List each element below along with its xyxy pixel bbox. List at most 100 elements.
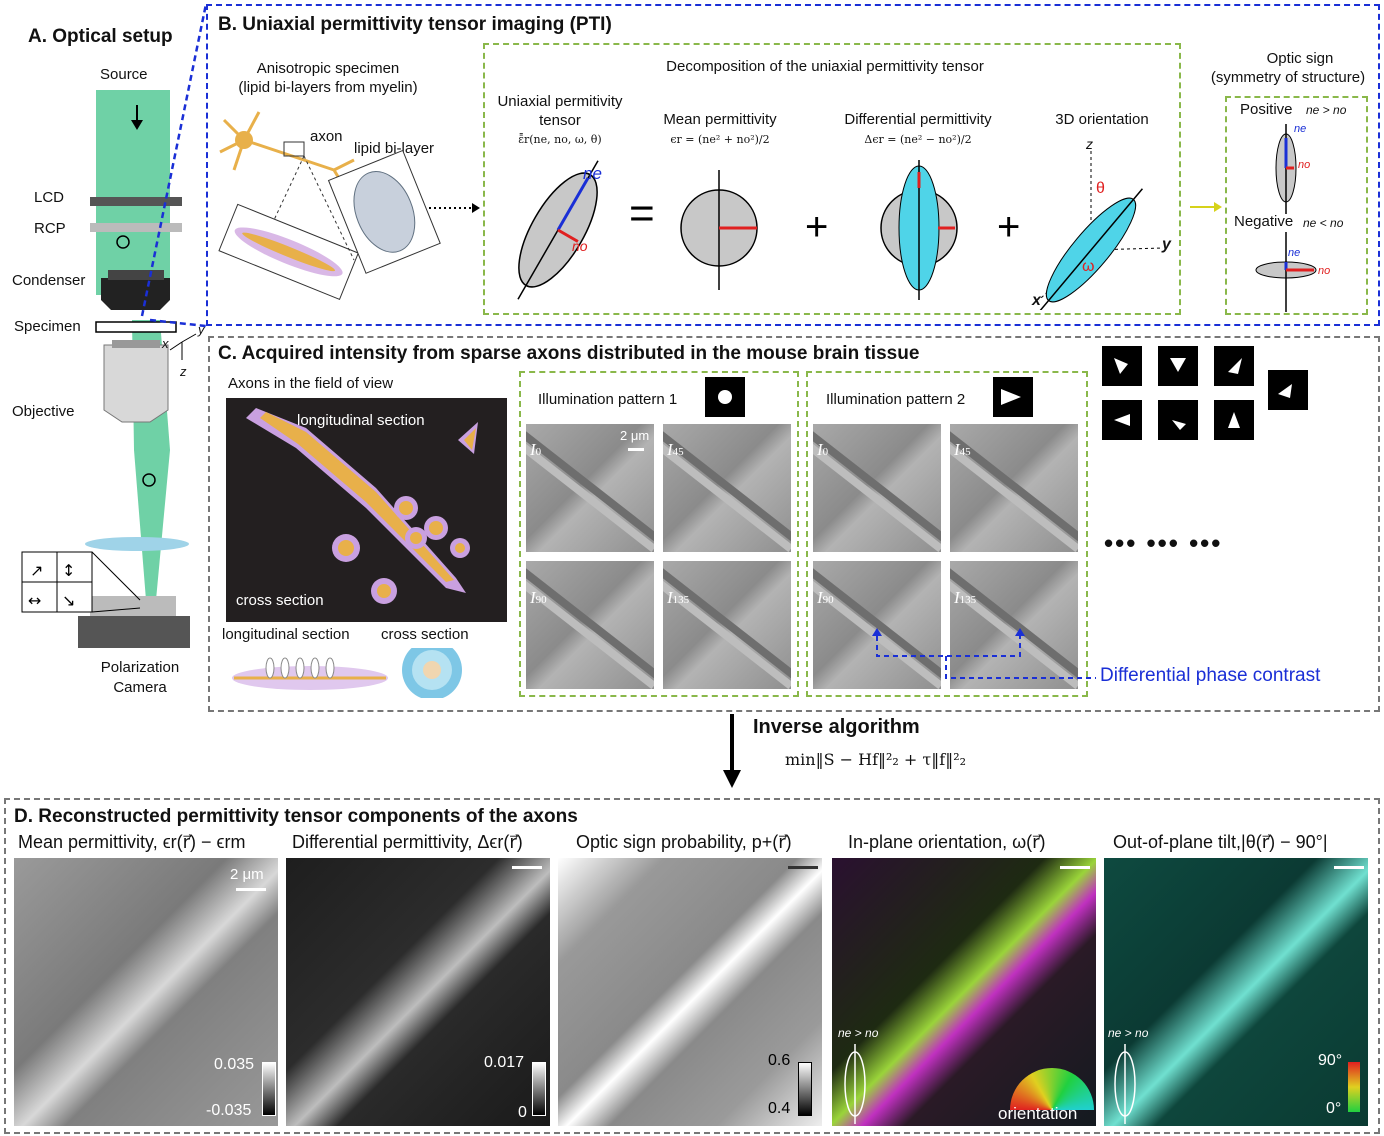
omega-label: ω: [1082, 258, 1095, 275]
specimen-label: Specimen: [14, 318, 81, 335]
panel-d-frame: [4, 798, 1380, 1134]
orient-x: x: [1032, 292, 1041, 309]
inverse-formula: min‖S − Hf‖²₂ + τ‖f‖²₂: [785, 750, 967, 769]
tilt-image: [1104, 858, 1368, 1126]
panel-b-frame: [206, 4, 1380, 326]
mean-formula: ϵr = (ne² + no²)/2: [670, 133, 770, 146]
section-illustrations: [232, 648, 462, 698]
diff-colorbar-min: 0: [518, 1104, 527, 1121]
inplane-relation: ne > no: [838, 1026, 879, 1040]
p2-i0-label: I0: [817, 440, 829, 459]
pattern-2-box: [806, 371, 1088, 697]
axon-label: axon: [310, 128, 343, 145]
diff-colorbar: [532, 1062, 546, 1116]
neuron-illustration: [218, 111, 480, 301]
tilt-relation: ne > no: [1108, 1026, 1149, 1040]
p1-i45-image: [663, 424, 791, 552]
no-label: no: [572, 238, 588, 254]
orient-title: 3D orientation: [1055, 111, 1149, 128]
p1-i45-label: I45: [667, 440, 684, 459]
tensor-decomposition-diagram: = + +: [517, 150, 1164, 310]
p2-i45-label: I45: [954, 440, 971, 459]
axis-x-label: x: [162, 336, 169, 351]
d-scalebar-3: [788, 866, 818, 869]
sign-colorbar-min: 0.4: [768, 1100, 791, 1117]
inplane-ellipsoid-icon: [844, 1044, 866, 1124]
yellow-arrow: [1190, 202, 1222, 212]
axis-z-label: z: [180, 364, 187, 379]
mean-colorbar-min: -0.035: [206, 1102, 252, 1119]
d-scale-label: 2 μm: [230, 866, 264, 883]
fov-label: Axons in the field of view: [228, 375, 394, 392]
pattern-2-label: Illumination pattern 2: [826, 391, 966, 408]
svg-text:no: no: [1298, 159, 1310, 171]
tensor-title-1: Uniaxial permitivity: [497, 93, 623, 110]
panel-c-title: C. Acquired intensity from sparse axons …: [218, 343, 920, 364]
p2-i135-image: [950, 561, 1078, 689]
optic-sign-diagram: ne no ne no: [1255, 123, 1330, 312]
svg-text:+: +: [805, 205, 828, 249]
panel-a-title: A. Optical setup: [28, 26, 173, 47]
panel-c-frame: [208, 336, 1380, 712]
positive-relation: ne > no: [1306, 103, 1347, 117]
pattern-thumb-7: [1214, 400, 1254, 440]
objective-label: Objective: [12, 403, 75, 420]
mean-title: Mean permittivity: [663, 111, 777, 128]
camera-label-2: Camera: [113, 679, 167, 696]
optic-sign-box: [1225, 96, 1368, 315]
source-label: Source: [100, 66, 148, 83]
svg-text:ne: ne: [1294, 123, 1306, 135]
d-scalebar-2: [512, 866, 542, 869]
svg-text:no: no: [1318, 265, 1330, 277]
fov-long-section: longitudinal section: [297, 412, 425, 429]
pattern-thumb-1: [1102, 346, 1142, 386]
dpc-label: Differential phase contrast: [1100, 665, 1321, 686]
svg-text:=: =: [629, 189, 655, 238]
bilayer-label: lipid bi-layer: [354, 140, 435, 157]
mean-colorbar: [262, 1062, 276, 1116]
decomposition-box: [483, 43, 1181, 315]
svg-text:ne: ne: [1288, 247, 1300, 259]
sign-title-d: Optic sign probability, p+(r⃗): [576, 832, 792, 852]
panel-b-title: B. Uniaxial permittivity tensor imaging …: [218, 14, 612, 35]
tensor-title-2: tensor: [539, 112, 581, 129]
decomposition-title: Decomposition of the uniaxial permittivi…: [666, 58, 984, 75]
specimen-title-2: (lipid bi-layers from myelin): [238, 79, 418, 96]
negative-label: Negative: [1234, 213, 1294, 230]
specimen-title-1: Anisotropic specimen: [256, 60, 400, 77]
rcp-label: RCP: [34, 220, 66, 237]
p1-i135-label: I135: [667, 588, 690, 607]
condenser-label: Condenser: [12, 272, 86, 289]
tilt-colorbar-max: 90°: [1318, 1052, 1343, 1069]
sign-image: [558, 858, 822, 1126]
tensor-formula: ε̄̄r(ne, no, ω, θ): [518, 133, 602, 146]
optic-sign-title-2: (symmetry of structure): [1210, 69, 1366, 86]
inverse-arrow: [723, 714, 741, 788]
svg-text:↘: ↘: [62, 591, 75, 610]
diff-formula: Δϵr = (ne² − no²)/2: [864, 133, 972, 146]
orient-z: z: [1086, 136, 1093, 152]
lcd-label: LCD: [34, 189, 65, 206]
inverse-title: Inverse algorithm: [753, 716, 920, 738]
optic-sign-title-1: Optic sign: [1266, 50, 1334, 67]
diff-image: [286, 858, 550, 1126]
p1-i135-image: [663, 561, 791, 689]
sign-colorbar-max: 0.6: [768, 1052, 791, 1069]
fov-illustration: [226, 398, 507, 622]
long-section-bottom: longitudinal section: [222, 626, 350, 643]
tilt-ellipsoid-icon: [1114, 1044, 1136, 1124]
orientation-label: orientation: [998, 1104, 1078, 1123]
pattern-1-box: [519, 371, 799, 697]
axis-y-label: y: [198, 322, 205, 337]
panel-d-title: D. Reconstructed permittivity tensor com…: [14, 806, 578, 827]
p1-scale-label: 2 μm: [620, 428, 650, 443]
camera-label-1: Polarization: [100, 659, 180, 676]
p2-i0-image: [813, 424, 941, 552]
pattern-thumb-3: [1214, 346, 1254, 386]
more-patterns-dots: ••• ••• •••: [1104, 528, 1223, 558]
mean-colorbar-max: 0.035: [214, 1056, 255, 1073]
p1-i90-label: I90: [530, 588, 547, 607]
diff-title-d: Differential permittivity, Δϵr(r⃗): [292, 832, 523, 852]
theta-label: θ: [1096, 180, 1105, 197]
d-scalebar-4: [1060, 866, 1090, 869]
